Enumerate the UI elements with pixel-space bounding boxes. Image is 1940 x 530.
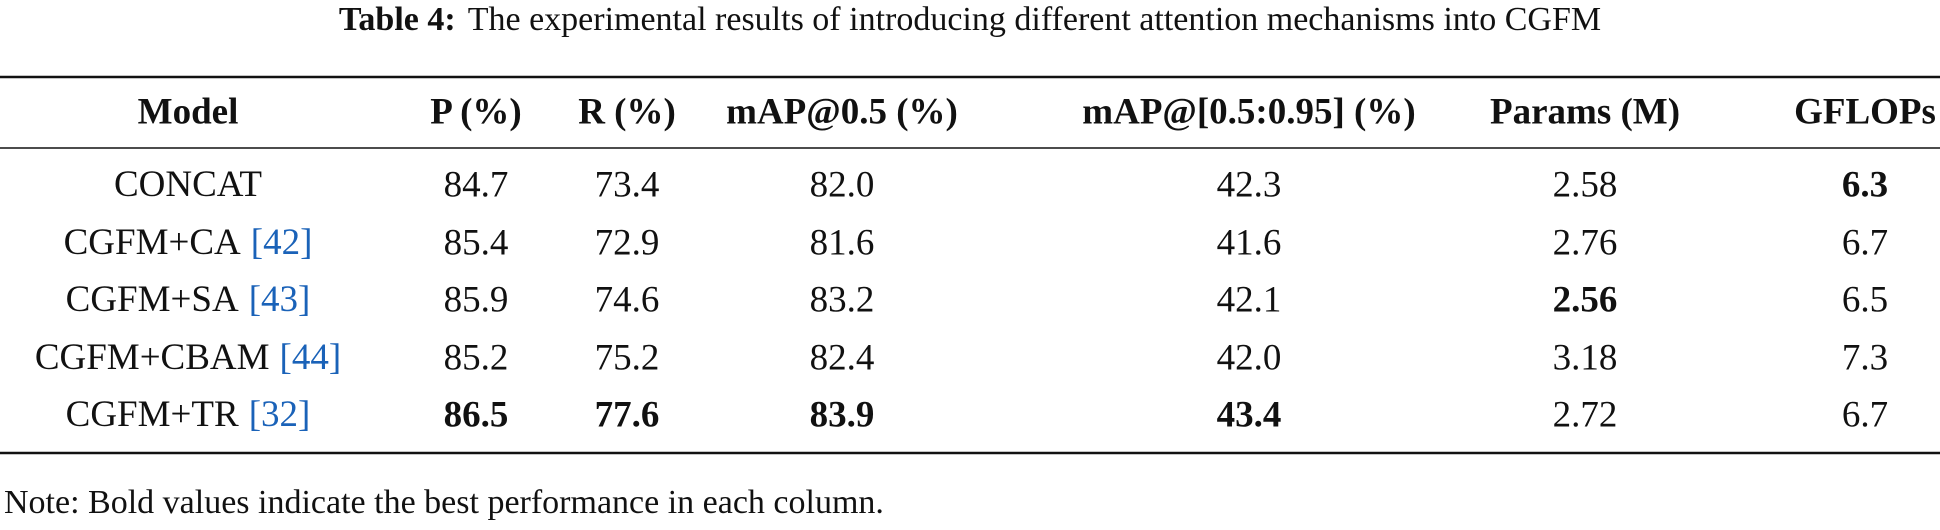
caption-text: The experimental results of introducing …	[468, 1, 1601, 38]
model-cell: CGFM+SA [43]	[66, 279, 311, 320]
header-cell: Params (M)	[1490, 91, 1680, 132]
value-cell: 86.5	[444, 394, 509, 435]
value-cell: 2.76	[1553, 222, 1618, 263]
value-cell: 85.4	[444, 222, 509, 263]
value-cell: 81.6	[810, 222, 875, 263]
caption-label: Table 4:	[339, 1, 456, 38]
note: Note: Bold values indicate the best perf…	[4, 484, 884, 521]
value-cell: 84.7	[444, 164, 509, 205]
citation: [42]	[251, 222, 313, 263]
header-cell: R (%)	[578, 91, 676, 132]
table: Model P (%) R (%) mAP@0.5 (%) mAP@[0.5:0.95]…	[35, 91, 1936, 435]
value-cell: 2.72	[1553, 394, 1618, 435]
value-cell: 2.58	[1553, 164, 1618, 205]
header-cell: GFLOPs	[1794, 91, 1936, 132]
model-name: CONCAT	[114, 164, 262, 205]
caption: Table 4: The experimental results of intr…	[339, 1, 1601, 38]
value-cell: 6.7	[1842, 222, 1888, 263]
model-name: CGFM+CBAM	[35, 337, 270, 378]
value-cell: 82.0	[810, 164, 875, 205]
header-cell: mAP@0.5 (%)	[726, 91, 958, 132]
value-cell: 7.3	[1842, 337, 1888, 378]
value-cell: 72.9	[595, 222, 660, 263]
citation: [44]	[280, 337, 342, 378]
citation: [32]	[249, 394, 311, 435]
model-cell: CGFM+TR [32]	[66, 394, 311, 435]
header-cell: mAP@[0.5:0.95] (%)	[1082, 91, 1415, 132]
value-cell: 83.2	[810, 279, 875, 320]
value-cell: 74.6	[595, 279, 660, 320]
value-cell: 73.4	[595, 164, 660, 205]
value-cell: 82.4	[810, 337, 875, 378]
value-cell: 6.5	[1842, 279, 1888, 320]
model-cell: CONCAT	[114, 164, 262, 205]
model-name: CGFM+SA	[66, 279, 239, 320]
value-cell: 42.1	[1217, 279, 1282, 320]
model-cell: CGFM+CA [42]	[64, 222, 313, 263]
value-cell: 77.6	[595, 394, 660, 435]
model-name: CGFM+TR	[66, 394, 239, 435]
value-cell: 6.7	[1842, 394, 1888, 435]
value-cell: 85.2	[444, 337, 509, 378]
header-cell: Model	[138, 91, 239, 132]
value-cell: 2.56	[1553, 279, 1618, 320]
value-cell: 42.0	[1217, 337, 1282, 378]
value-cell: 42.3	[1217, 164, 1282, 205]
value-cell: 43.4	[1217, 394, 1282, 435]
model-cell: CGFM+CBAM [44]	[35, 337, 341, 378]
value-cell: 85.9	[444, 279, 509, 320]
header-cell: P (%)	[430, 91, 521, 132]
value-cell: 75.2	[595, 337, 660, 378]
value-cell: 41.6	[1217, 222, 1282, 263]
value-cell: 6.3	[1842, 164, 1888, 205]
citation: [43]	[249, 279, 311, 320]
value-cell: 3.18	[1553, 337, 1618, 378]
model-name: CGFM+CA	[64, 222, 241, 263]
value-cell: 83.9	[810, 394, 875, 435]
